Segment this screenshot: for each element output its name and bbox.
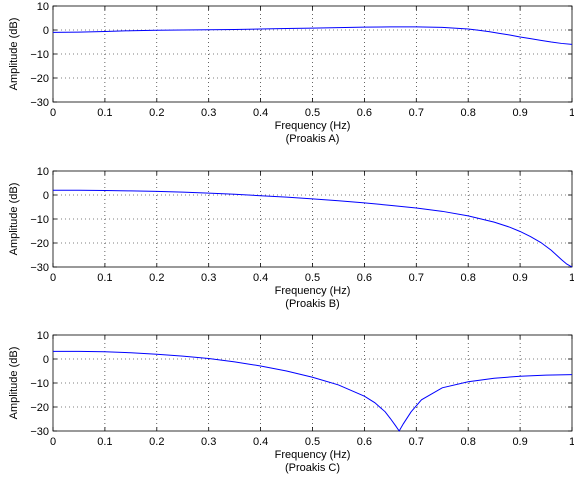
- x-axis-label: Frequency (Hz): [275, 120, 351, 132]
- x-axis-label: Frequency (Hz): [275, 285, 351, 297]
- x-tick-label: 0: [50, 272, 56, 284]
- x-axis-label: Frequency (Hz): [275, 449, 351, 461]
- y-tick-label: −30: [30, 262, 49, 274]
- x-tick-label: 0: [50, 107, 56, 119]
- x-tick-label: 0.9: [512, 272, 527, 284]
- y-tick-label: 0: [43, 190, 49, 202]
- x-tick-label: 0.9: [512, 436, 527, 448]
- x-tick-label: 0.4: [253, 436, 268, 448]
- y-tick-label: 10: [37, 1, 49, 13]
- y-tick-label: 10: [37, 330, 49, 342]
- subplot-1: 0 0.1 0.2 0.3 0.4 0.5 0.6 0.7 0.8 0.9 1 10 0 −10 −20 −3…: [8, 1, 574, 145]
- x-tick-label: 0.8: [461, 436, 476, 448]
- y-axis-label: Amplitude (dB): [8, 183, 20, 256]
- x-tick-label: 0.5: [305, 436, 320, 448]
- x-tick-label: 0.1: [97, 272, 112, 284]
- x-tick-label: 1: [569, 107, 574, 119]
- x-tick-label: 0.2: [149, 272, 164, 284]
- x-tick-label: 0.5: [305, 107, 320, 119]
- y-tick-label: 0: [43, 354, 49, 366]
- x-tick-label: 0.4: [253, 272, 268, 284]
- x-tick-label: 0.3: [201, 107, 216, 119]
- x-tick-label: 0.7: [409, 272, 424, 284]
- x-tick-label: 0.3: [201, 272, 216, 284]
- series-line: [53, 350, 573, 432]
- subplot-caption: (Proakis C): [285, 462, 340, 474]
- subplot-2: 0 0.1 0.2 0.3 0.4 0.5 0.6 0.7 0.8 0.9 1 10 0 −10 −20 −3…: [8, 166, 574, 310]
- x-tick-label: 0.2: [149, 436, 164, 448]
- x-tick-label: 0.1: [97, 436, 112, 448]
- x-tick-label: 0.9: [512, 107, 527, 119]
- y-tick-label: −20: [30, 402, 49, 414]
- subplot-caption: (Proakis A): [286, 133, 340, 145]
- y-tick-label: 0: [43, 25, 49, 37]
- x-tick-label: 1: [569, 272, 574, 284]
- x-tick-label: 0.8: [461, 272, 476, 284]
- x-tick-label: 0: [50, 436, 56, 448]
- x-tick-label: 0.8: [461, 107, 476, 119]
- x-tick-label: 0.3: [201, 436, 216, 448]
- y-tick-label: −20: [30, 73, 49, 85]
- x-tick-label: 0.7: [409, 436, 424, 448]
- x-tick-label: 0.5: [305, 272, 320, 284]
- y-axis-label: Amplitude (dB): [8, 347, 20, 420]
- y-tick-label: −20: [30, 238, 49, 250]
- x-tick-label: 0.6: [357, 107, 372, 119]
- series-line: [53, 189, 573, 268]
- y-tick-label: −30: [30, 97, 49, 109]
- y-tick-label: 10: [37, 166, 49, 178]
- x-tick-label: 0.6: [357, 436, 372, 448]
- y-tick-label: −30: [30, 426, 49, 438]
- series-line: [52, 26, 573, 45]
- x-tick-label: 0.2: [149, 107, 164, 119]
- x-tick-label: 0.7: [409, 107, 424, 119]
- y-tick-label: −10: [30, 214, 49, 226]
- subplot-caption: (Proakis B): [285, 298, 339, 310]
- y-axis-label: Amplitude (dB): [8, 18, 20, 91]
- y-tick-label: −10: [30, 49, 49, 61]
- x-tick-label: 0.6: [357, 272, 372, 284]
- subplot-3: 0 0.1 0.2 0.3 0.4 0.5 0.6 0.7 0.8 0.9 1 10 0 −10 −20 −3…: [8, 330, 574, 474]
- y-tick-label: −10: [30, 378, 49, 390]
- x-tick-label: 0.4: [253, 107, 268, 119]
- x-tick-label: 0.1: [97, 107, 112, 119]
- x-tick-label: 1: [569, 436, 574, 448]
